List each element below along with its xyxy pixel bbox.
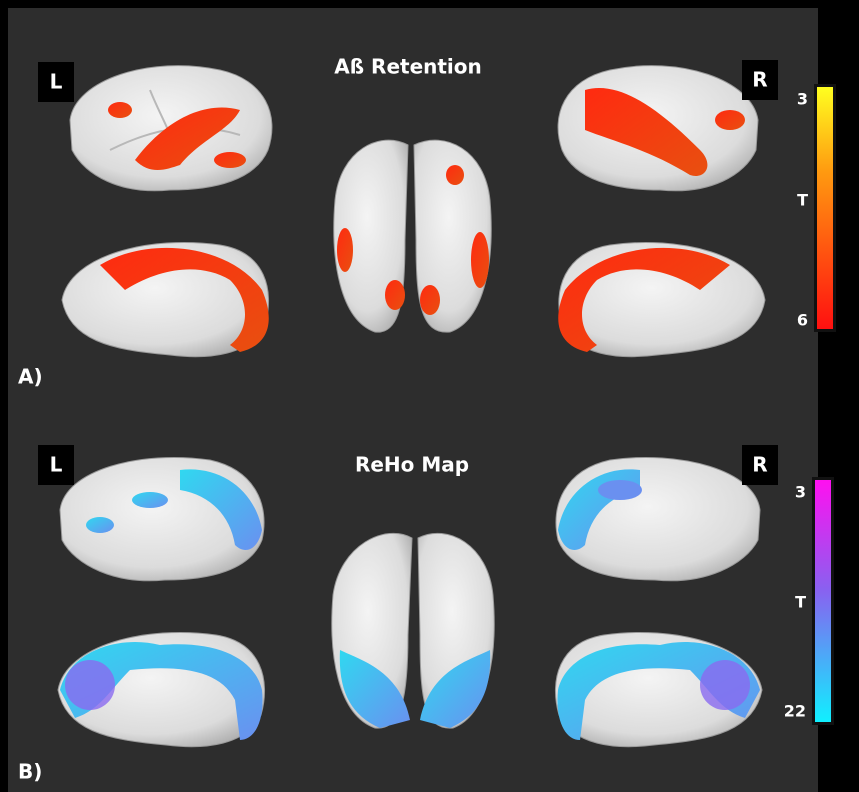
activation: [420, 285, 440, 315]
activation: [65, 660, 115, 710]
activation: [135, 107, 240, 170]
activation: [337, 228, 353, 272]
activation: [108, 102, 132, 118]
activation: [214, 152, 246, 168]
activation: [385, 280, 405, 310]
right-label: R: [752, 68, 767, 92]
colorbar-bottom: 22: [784, 702, 806, 721]
activation: [715, 110, 745, 130]
activation: [446, 165, 464, 185]
side-badge: [38, 445, 74, 485]
side-badge: [742, 60, 778, 100]
colorbar: [817, 87, 833, 329]
activation: [585, 88, 708, 176]
activation: [558, 247, 730, 352]
colorbar-top: 3: [795, 483, 806, 502]
colorbar-title: T: [797, 191, 808, 210]
left-label: L: [50, 70, 63, 94]
activation: [100, 247, 269, 352]
activation: [60, 642, 263, 740]
activation: [471, 232, 489, 288]
activation: [86, 517, 114, 533]
colorbar: [815, 480, 831, 722]
side-badge: [38, 62, 74, 102]
panel-label: B): [18, 760, 42, 784]
activation: [598, 480, 642, 500]
panel-title: ReHo Map: [355, 453, 469, 477]
activation: [180, 469, 262, 550]
panel-a-brains: [61, 65, 766, 358]
left-label: L: [50, 453, 63, 477]
activation: [700, 660, 750, 710]
panel-label: A): [18, 365, 43, 389]
panel-b-brains: [57, 457, 763, 748]
activation: [420, 650, 491, 728]
panel-title: Aß Retention: [334, 55, 482, 79]
activation: [339, 650, 410, 728]
colorbar-title: T: [795, 593, 806, 612]
activation: [132, 492, 168, 508]
right-label: R: [752, 453, 767, 477]
colorbar-top: 3: [797, 90, 808, 109]
side-badge: [742, 445, 778, 485]
colorbar-bottom: 6: [797, 311, 808, 330]
